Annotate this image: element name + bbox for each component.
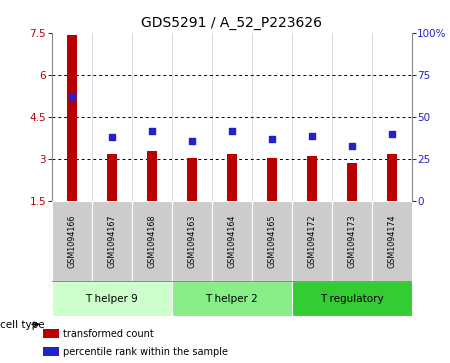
Text: T helper 2: T helper 2 <box>205 294 258 303</box>
Bar <box>187 158 197 201</box>
Point <box>388 131 396 137</box>
Text: transformed count: transformed count <box>63 329 154 339</box>
Bar <box>172 201 212 281</box>
Point <box>108 134 115 140</box>
Text: GSM1094163: GSM1094163 <box>187 215 196 268</box>
Point <box>188 138 195 144</box>
Bar <box>43 347 58 356</box>
Text: GSM1094168: GSM1094168 <box>147 215 156 268</box>
Bar <box>267 158 277 201</box>
Point <box>348 143 356 149</box>
Bar <box>147 151 157 201</box>
Text: T helper 9: T helper 9 <box>86 294 138 303</box>
Text: GSM1094167: GSM1094167 <box>107 215 116 268</box>
Bar <box>92 201 131 281</box>
Point <box>268 136 275 142</box>
Point <box>148 128 155 134</box>
Bar <box>227 154 237 201</box>
Text: GSM1094172: GSM1094172 <box>307 215 316 268</box>
Bar <box>292 201 332 281</box>
Text: GSM1094173: GSM1094173 <box>347 215 356 268</box>
Text: cell type: cell type <box>0 319 45 330</box>
Bar <box>372 201 412 281</box>
Text: GSM1094164: GSM1094164 <box>227 215 236 268</box>
Bar <box>43 330 58 338</box>
Bar <box>252 201 292 281</box>
Bar <box>52 281 171 316</box>
Title: GDS5291 / A_52_P223626: GDS5291 / A_52_P223626 <box>141 16 322 30</box>
Bar <box>292 281 412 316</box>
Point <box>228 128 235 134</box>
Text: GSM1094174: GSM1094174 <box>387 215 396 268</box>
Bar <box>132 201 171 281</box>
Text: T regulatory: T regulatory <box>320 294 383 303</box>
Text: GSM1094166: GSM1094166 <box>67 215 76 268</box>
Text: GSM1094165: GSM1094165 <box>267 215 276 268</box>
Bar <box>52 201 91 281</box>
Bar <box>307 156 317 201</box>
Bar <box>107 154 117 201</box>
Bar <box>67 36 77 201</box>
Text: percentile rank within the sample: percentile rank within the sample <box>63 347 228 357</box>
Bar <box>212 201 252 281</box>
Bar <box>387 154 397 201</box>
Point <box>68 94 75 100</box>
Bar <box>172 281 292 316</box>
Bar <box>347 163 357 201</box>
Bar <box>332 201 372 281</box>
Point <box>308 133 315 139</box>
